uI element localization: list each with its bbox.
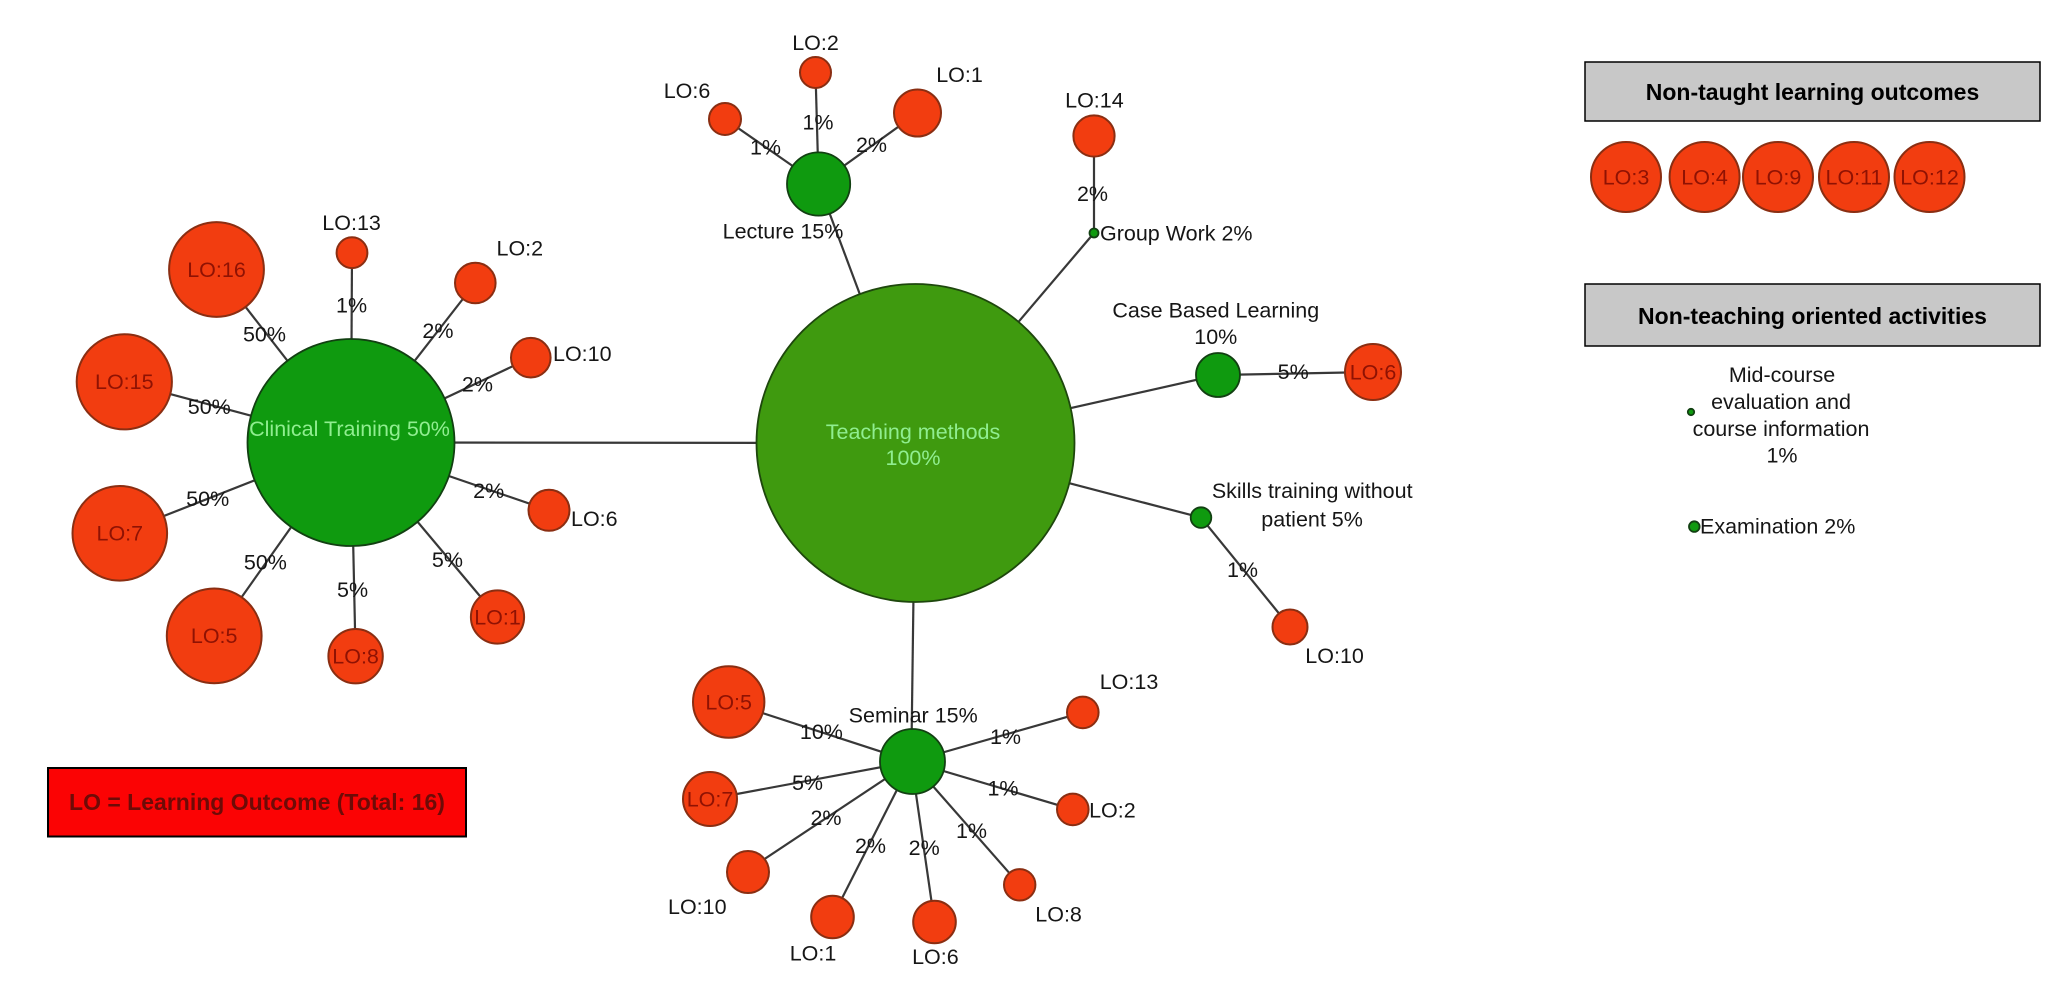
svg-text:LO:5: LO:5 [191, 624, 238, 648]
svg-text:5%: 5% [432, 548, 463, 572]
svg-text:LO:16: LO:16 [187, 258, 246, 282]
svg-text:LO:10: LO:10 [668, 895, 727, 919]
svg-text:LO:1: LO:1 [474, 605, 521, 629]
svg-text:2%: 2% [462, 373, 493, 397]
svg-text:LO:2: LO:2 [792, 31, 839, 55]
svg-text:LO:8: LO:8 [332, 645, 379, 669]
svg-text:LO:1: LO:1 [790, 941, 837, 965]
svg-text:Group Work 2%: Group Work 2% [1100, 222, 1253, 246]
svg-text:LO:10: LO:10 [553, 342, 612, 366]
svg-text:10%: 10% [800, 720, 843, 744]
svg-text:Examination 2%: Examination 2% [1700, 515, 1855, 539]
svg-text:1%: 1% [990, 725, 1021, 749]
svg-text:LO:6: LO:6 [1350, 360, 1397, 384]
svg-text:50%: 50% [244, 551, 287, 575]
svg-text:LO:3: LO:3 [1603, 165, 1650, 189]
svg-text:LO:7: LO:7 [96, 522, 143, 546]
svg-text:Case Based Learning: Case Based Learning [1112, 298, 1319, 322]
svg-text:1%: 1% [336, 294, 367, 318]
svg-text:1%: 1% [750, 136, 781, 160]
svg-text:evaluation and: evaluation and [1711, 390, 1851, 414]
svg-text:LO:10: LO:10 [1305, 644, 1364, 668]
svg-text:LO:5: LO:5 [705, 690, 752, 714]
svg-text:LO:9: LO:9 [1755, 165, 1802, 189]
svg-text:Non-taught learning outcomes: Non-taught learning outcomes [1646, 79, 1980, 105]
svg-text:100%: 100% [886, 446, 941, 470]
svg-text:Skills training without: Skills training without [1212, 479, 1413, 503]
svg-text:LO:15: LO:15 [95, 370, 154, 394]
svg-text:Mid-course: Mid-course [1729, 363, 1835, 387]
svg-text:LO:14: LO:14 [1065, 89, 1124, 113]
svg-text:LO:13: LO:13 [1100, 670, 1159, 694]
svg-text:2%: 2% [473, 479, 504, 503]
svg-text:1%: 1% [987, 777, 1018, 801]
svg-text:50%: 50% [243, 323, 286, 347]
svg-text:LO:6: LO:6 [664, 79, 711, 103]
svg-text:Clinical Training 50%: Clinical Training 50% [249, 417, 450, 441]
svg-text:1%: 1% [1766, 444, 1797, 468]
svg-text:50%: 50% [188, 395, 231, 419]
svg-text:Teaching methods: Teaching methods [826, 420, 1001, 444]
svg-text:LO:13: LO:13 [322, 211, 381, 235]
svg-text:LO:2: LO:2 [1089, 799, 1136, 823]
svg-text:LO:11: LO:11 [1826, 165, 1883, 189]
svg-text:LO:7: LO:7 [687, 787, 734, 811]
svg-text:2%: 2% [1077, 182, 1108, 206]
svg-text:LO:6: LO:6 [912, 945, 959, 969]
svg-text:Lecture 15%: Lecture 15% [723, 220, 844, 244]
svg-text:1%: 1% [1227, 558, 1258, 582]
svg-text:1%: 1% [956, 819, 987, 843]
svg-text:5%: 5% [792, 771, 823, 795]
svg-text:Non-teaching oriented activiti: Non-teaching oriented activities [1638, 303, 1987, 329]
svg-text:5%: 5% [337, 578, 368, 602]
svg-text:LO:8: LO:8 [1035, 903, 1082, 927]
svg-text:LO:12: LO:12 [1900, 165, 1959, 189]
svg-text:patient 5%: patient 5% [1261, 508, 1363, 532]
svg-text:LO:6: LO:6 [571, 507, 618, 531]
svg-text:Seminar 15%: Seminar 15% [849, 703, 978, 727]
svg-text:LO:4: LO:4 [1681, 165, 1728, 189]
svg-text:50%: 50% [186, 487, 229, 511]
svg-text:10%: 10% [1194, 325, 1237, 349]
svg-text:5%: 5% [1278, 360, 1309, 384]
svg-text:2%: 2% [856, 133, 887, 157]
svg-text:LO:1: LO:1 [936, 63, 983, 87]
svg-text:2%: 2% [909, 836, 940, 860]
svg-text:2%: 2% [422, 319, 453, 343]
svg-text:LO:2: LO:2 [496, 236, 543, 260]
svg-text:2%: 2% [810, 806, 841, 830]
svg-text:2%: 2% [855, 834, 886, 858]
svg-text:LO = Learning Outcome (Total:: LO = Learning Outcome (Total: 16) [69, 789, 445, 815]
svg-text:course information: course information [1693, 417, 1870, 441]
svg-text:1%: 1% [802, 111, 833, 135]
